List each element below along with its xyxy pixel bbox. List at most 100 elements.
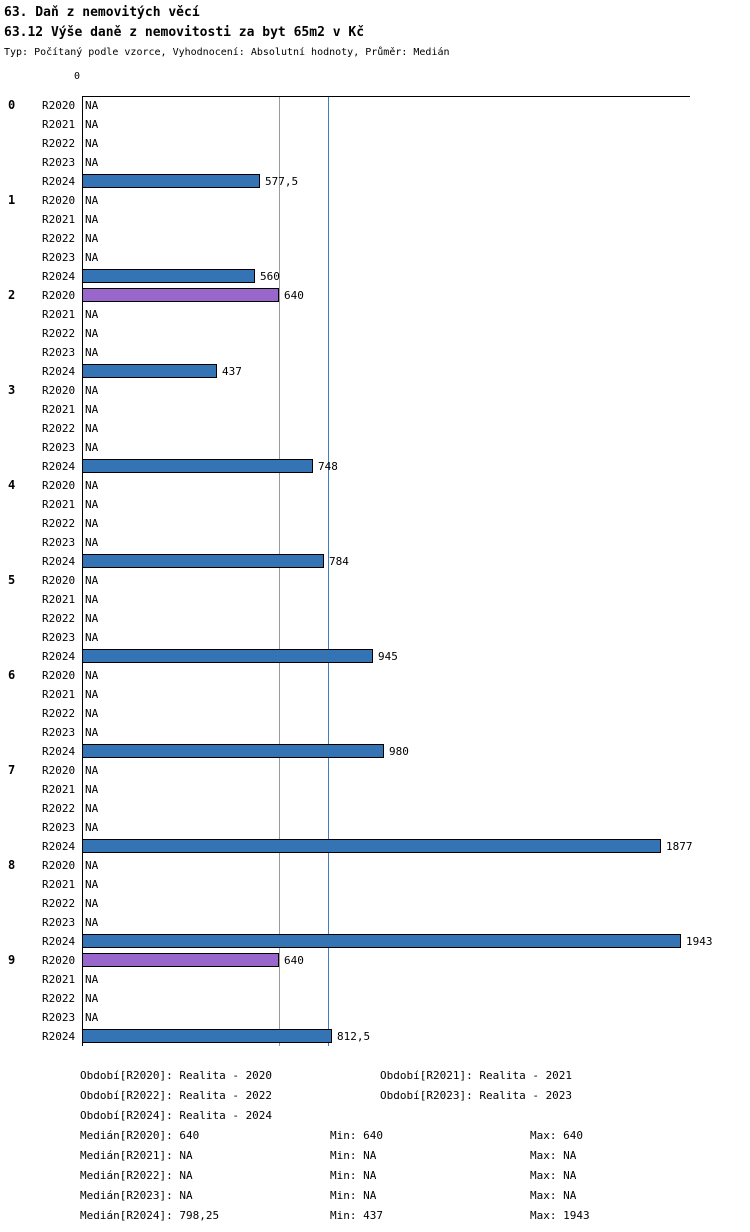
period-label: R2023 (42, 536, 76, 549)
group-label (0, 153, 42, 172)
period-label: R2024 (42, 840, 76, 853)
bar-zone: NA (82, 419, 750, 438)
group-label: 7 (8, 763, 16, 777)
chart-row: R2023 NA (0, 1008, 750, 1027)
bar-zone: NA (82, 229, 750, 248)
na-label: NA (85, 783, 99, 796)
bar-zone: NA (82, 476, 750, 495)
period-label: R2023 (42, 346, 76, 359)
legend-median-1: Medián[R2021]: NA (80, 1149, 193, 1162)
legend-max-4: Max: 1943 (530, 1209, 590, 1222)
group-label (0, 134, 42, 153)
group-label (0, 400, 42, 419)
period-label: R2024 (42, 175, 76, 188)
chart-row: R2022 NA (0, 514, 750, 533)
bar-zone: NA (82, 780, 750, 799)
chart-row: R2022 NA (0, 704, 750, 723)
chart-row: 1 R2020 NA (0, 191, 750, 210)
legend-median-4: Medián[R2024]: 798,25 (80, 1209, 220, 1222)
na-label: NA (85, 422, 99, 435)
chart-row: R2024 560 (0, 267, 750, 286)
chart-row: R2023 NA (0, 723, 750, 742)
bar-zone: NA (82, 894, 750, 913)
group-label (0, 362, 42, 381)
bar-zone: NA (82, 818, 750, 837)
period-label: R2021 (42, 783, 76, 796)
chart-row: R2023 NA (0, 438, 750, 457)
period-label: R2022 (42, 327, 76, 340)
na-label: NA (85, 764, 99, 777)
group-label (0, 457, 42, 476)
group-label (0, 495, 42, 514)
period-label: R2021 (42, 878, 76, 891)
chart-row: R2023 NA (0, 343, 750, 362)
period-label: R2023 (42, 631, 76, 644)
legend-period-1: Období[R2021]: Realita - 2021 (380, 1069, 573, 1082)
bar-zone: NA (82, 875, 750, 894)
bar-zone: NA (82, 191, 750, 210)
bar-zone: 748 (82, 457, 750, 476)
period-label: R2022 (42, 232, 76, 245)
page-title: 63. Daň z nemovitých věcí (4, 5, 200, 20)
legend-median-0: Medián[R2020]: 640 (80, 1129, 200, 1142)
median-r2020-line (279, 96, 280, 1046)
legend-max-3: Max: NA (530, 1189, 577, 1202)
na-label: NA (85, 308, 99, 321)
na-label: NA (85, 897, 99, 910)
na-label: NA (85, 536, 99, 549)
group-label (0, 742, 42, 761)
period-label: R2023 (42, 821, 76, 834)
na-label: NA (85, 346, 99, 359)
group-label (0, 267, 42, 286)
group-label (0, 685, 42, 704)
legend-min-1: Min: NA (330, 1149, 377, 1162)
na-label: NA (85, 631, 99, 644)
group-label (0, 324, 42, 343)
period-label: R2021 (42, 213, 76, 226)
period-label: R2023 (42, 1011, 76, 1024)
na-label: NA (85, 916, 99, 929)
group-label (0, 799, 42, 818)
na-label: NA (85, 156, 99, 169)
na-label: NA (85, 251, 99, 264)
legend-period-4: Období[R2024]: Realita - 2024 (80, 1109, 273, 1122)
period-label: R2020 (42, 669, 76, 682)
value-bar-r2024 (82, 744, 384, 758)
chart-row: R2023 NA (0, 533, 750, 552)
group-label (0, 419, 42, 438)
group-label (0, 894, 42, 913)
chart-row: R2023 NA (0, 248, 750, 267)
bar-zone: 784 (82, 552, 750, 571)
na-label: NA (85, 802, 99, 815)
na-label: NA (85, 1011, 99, 1024)
bar-zone: NA (82, 514, 750, 533)
bar-value-label: 748 (318, 460, 338, 473)
bar-zone: NA (82, 248, 750, 267)
group-label (0, 343, 42, 362)
chart-row: R2024 437 (0, 362, 750, 381)
chart-row: 7 R2020 NA (0, 761, 750, 780)
bar-zone: NA (82, 590, 750, 609)
bar-zone: NA (82, 856, 750, 875)
na-label: NA (85, 232, 99, 245)
na-label: NA (85, 992, 99, 1005)
bar-value-label: 640 (284, 954, 304, 967)
bar-zone: NA (82, 343, 750, 362)
bar-value-label: 1943 (686, 935, 713, 948)
period-label: R2024 (42, 650, 76, 663)
period-label: R2020 (42, 954, 76, 967)
group-label (0, 932, 42, 951)
bar-zone: NA (82, 989, 750, 1008)
chart-row: R2021 NA (0, 970, 750, 989)
chart-row: 0 R2020 NA (0, 96, 750, 115)
legend-period-2: Období[R2022]: Realita - 2022 (80, 1089, 273, 1102)
chart-row: R2024 945 (0, 647, 750, 666)
chart-row: R2022 NA (0, 229, 750, 248)
period-label: R2021 (42, 498, 76, 511)
period-label: R2020 (42, 99, 76, 112)
group-label (0, 590, 42, 609)
period-label: R2020 (42, 479, 76, 492)
bar-value-label: 437 (222, 365, 242, 378)
bar-zone: NA (82, 495, 750, 514)
group-label: 9 (8, 953, 16, 967)
